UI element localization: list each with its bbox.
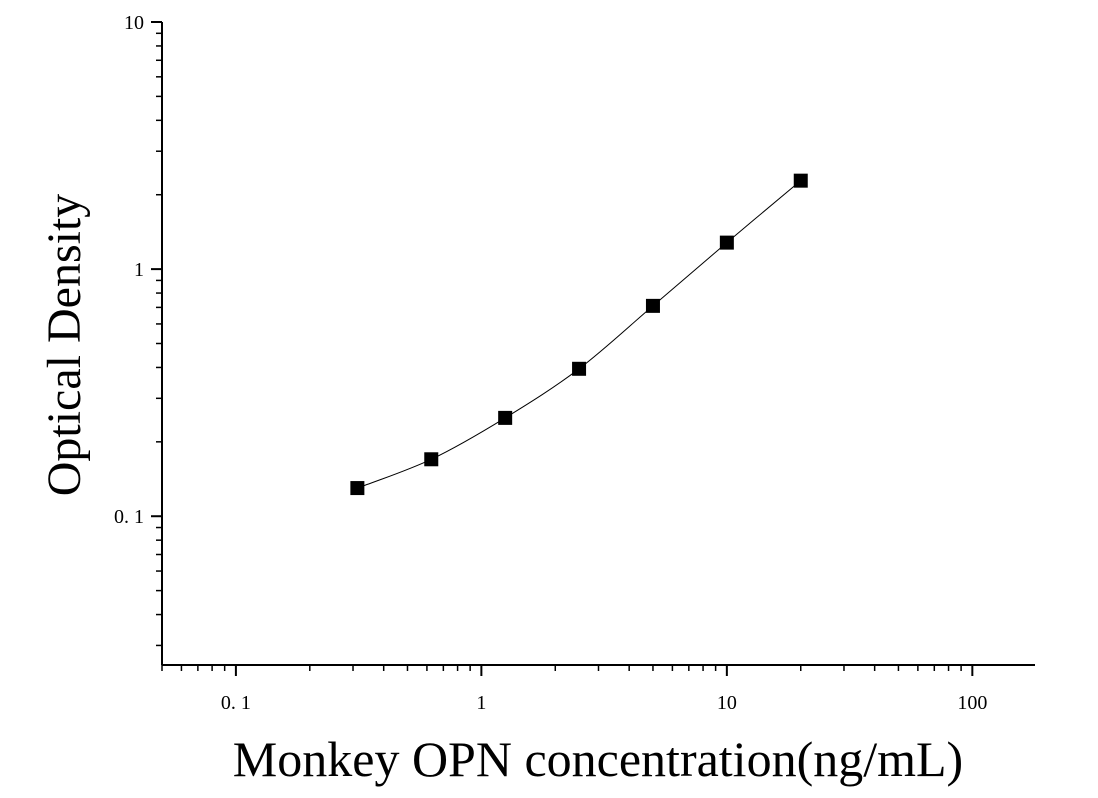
data-point (793, 173, 808, 188)
data-point (424, 452, 439, 467)
tick-labels: 0. 1 1 10 100 0. 1 1 10 (114, 12, 987, 714)
data-point (719, 235, 734, 250)
fit-curve (357, 180, 802, 489)
data-point (350, 481, 365, 496)
y-axis-title: Optical Density (38, 194, 91, 497)
x-axis-title: Monkey OPN concentration(ng/mL) (233, 731, 963, 787)
x-tick-label: 10 (717, 692, 737, 714)
y-tick-label: 10 (124, 12, 144, 34)
y-tick-label: 0. 1 (114, 506, 144, 528)
data-point (572, 361, 587, 376)
y-tick-label: 1 (134, 259, 144, 281)
x-tick-label: 1 (476, 692, 486, 714)
x-tick-label: 0. 1 (221, 692, 251, 714)
x-tick-label: 100 (957, 692, 987, 714)
data-points (350, 173, 808, 496)
ticks (151, 21, 974, 676)
axes (161, 22, 1035, 666)
data-point (645, 298, 660, 313)
data-point (498, 410, 513, 425)
